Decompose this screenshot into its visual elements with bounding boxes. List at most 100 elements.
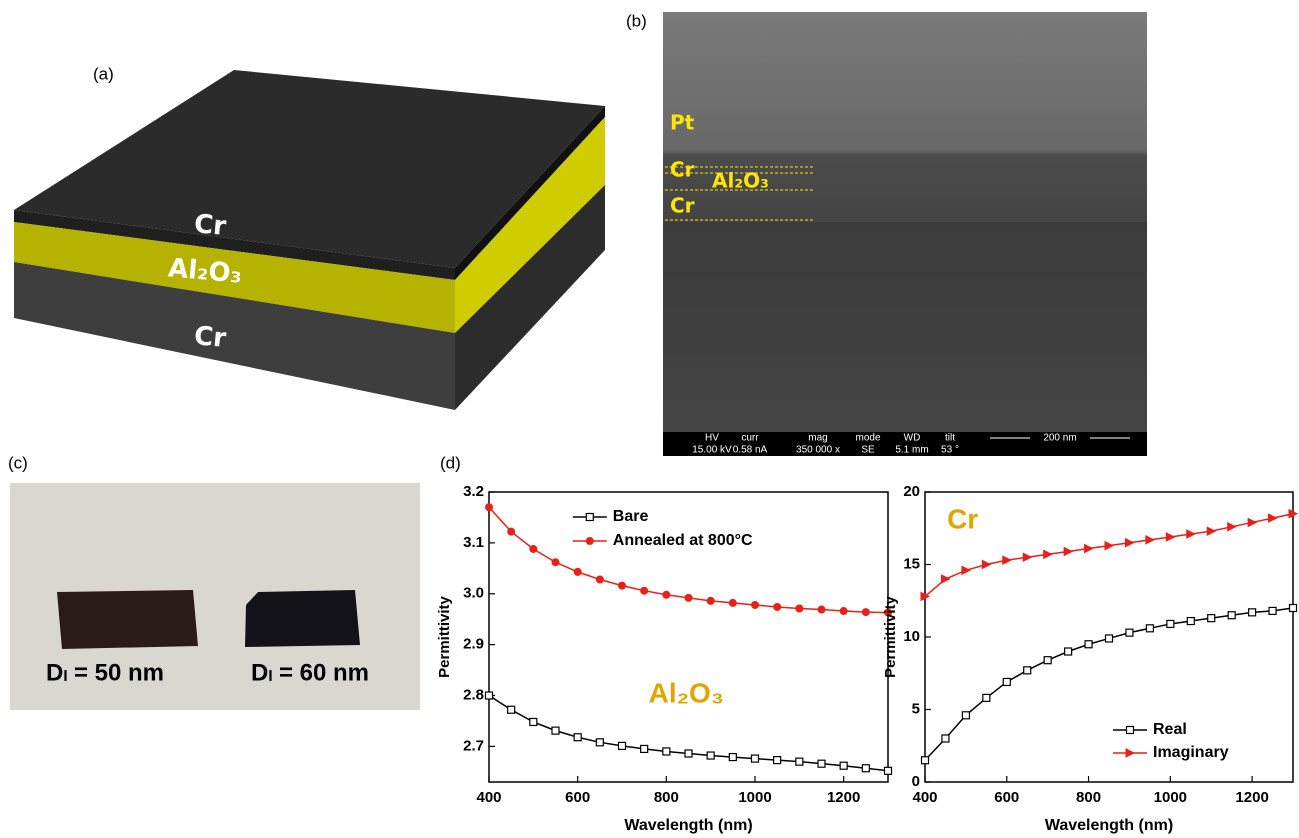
y-axis-label: Permittivity (882, 595, 899, 677)
marker (982, 561, 990, 569)
y-tick-label: 10 (903, 628, 920, 645)
legend-label: Annealed at 800°C (613, 532, 753, 549)
marker (530, 545, 537, 552)
marker (796, 758, 803, 765)
layer-label: Al₂O₃ (167, 253, 243, 289)
sem-label: Al₂O₃ (712, 169, 769, 193)
x-axis-label: Wavelength (nm) (624, 817, 752, 834)
marker (1085, 545, 1093, 553)
marker (1044, 550, 1052, 558)
x-tick-label: 600 (565, 789, 590, 806)
x-tick-label: 600 (994, 789, 1019, 806)
scale-bar-label: 200 nm (1043, 433, 1076, 444)
marker (840, 608, 847, 615)
marker (1187, 530, 1195, 538)
marker (508, 706, 515, 713)
marker (796, 605, 803, 612)
photo: Dₗ = 50 nm Dₗ = 60 nm (10, 483, 420, 710)
annotation: Al₂O₃ (649, 677, 724, 708)
marker (1003, 556, 1011, 564)
figure: (a) (b) (c) (d) Cr Al₂O₃ Cr Pt Cr Al₂O₃ … (0, 0, 1299, 838)
marker (1003, 678, 1010, 685)
marker (818, 606, 825, 613)
sem-info-name: WD (904, 433, 921, 444)
sem-info-name: mag (808, 433, 827, 444)
marker (1290, 605, 1297, 612)
marker (508, 528, 515, 535)
marker (941, 575, 949, 583)
marker (1146, 625, 1153, 632)
sem-info-name: tilt (945, 433, 955, 444)
y-tick-label: 3.0 (463, 585, 484, 602)
marker (663, 748, 670, 755)
x-tick-label: 1000 (1154, 789, 1187, 806)
marker (862, 765, 869, 772)
legend-marker (586, 514, 593, 521)
y-tick-label: 2.8 (463, 686, 484, 703)
series-line (925, 608, 1293, 760)
schematic: Cr Al₂O₃ Cr (14, 70, 605, 410)
x-tick-label: 800 (654, 789, 679, 806)
marker (685, 594, 692, 601)
marker (574, 734, 581, 741)
marker (663, 591, 670, 598)
marker (707, 597, 714, 604)
y-tick-label: 15 (903, 555, 920, 572)
y-tick-label: 5 (912, 700, 920, 717)
marker (1167, 620, 1174, 627)
legend-marker (586, 538, 593, 545)
sem-info-name: curr (741, 433, 759, 444)
marker (729, 754, 736, 761)
sem-info-value: 5.1 mm (895, 445, 928, 456)
sem-info-value: SE (861, 445, 875, 456)
y-tick-label: 20 (903, 483, 920, 500)
x-tick-label: 800 (1076, 789, 1101, 806)
layer-label: Cr (193, 321, 228, 354)
marker (774, 603, 781, 610)
sem-info-name: HV (705, 433, 719, 444)
marker (574, 568, 581, 575)
y-tick-label: 3.1 (463, 534, 484, 551)
marker (1187, 618, 1194, 625)
sem-info-value: 350 000 x (796, 445, 840, 456)
legend-label: Imaginary (1153, 744, 1229, 761)
y-tick-label: 2.7 (463, 737, 484, 754)
marker (1207, 527, 1215, 535)
marker (596, 576, 603, 583)
marker (552, 559, 559, 566)
marker (1249, 609, 1256, 616)
x-tick-label: 1000 (738, 789, 771, 806)
marker (1044, 657, 1051, 664)
marker (1248, 518, 1256, 526)
panel-label: (a) (93, 64, 114, 83)
marker (922, 757, 929, 764)
legend-label: Real (1153, 721, 1187, 738)
marker (486, 692, 493, 699)
marker (818, 760, 825, 767)
marker (885, 767, 892, 774)
sem-image: Pt Cr Al₂O₃ Cr 200 nm (663, 12, 1147, 456)
legend-marker (1126, 749, 1134, 757)
marker (1064, 547, 1072, 555)
x-axis-label: Wavelength (nm) (1045, 817, 1173, 834)
sem-label: Cr (670, 194, 695, 218)
y-tick-label: 2.9 (463, 636, 484, 653)
marker (685, 750, 692, 757)
sem-label: Pt (670, 111, 695, 135)
marker (619, 742, 626, 749)
y-tick-label: 0 (912, 773, 920, 790)
legend-label: Bare (613, 508, 649, 525)
marker (752, 601, 759, 608)
panel-label: (d) (440, 453, 461, 472)
marker (1085, 641, 1092, 648)
series-line (925, 514, 1293, 597)
marker (1146, 536, 1154, 544)
sem-info-value: 15.00 kV (692, 445, 732, 456)
marker (752, 755, 759, 762)
marker (962, 712, 969, 719)
marker (983, 694, 990, 701)
sem-info-name: mode (855, 433, 880, 444)
marker (1269, 514, 1277, 522)
panel-label: (c) (8, 453, 28, 472)
annotation: Cr (947, 503, 978, 534)
